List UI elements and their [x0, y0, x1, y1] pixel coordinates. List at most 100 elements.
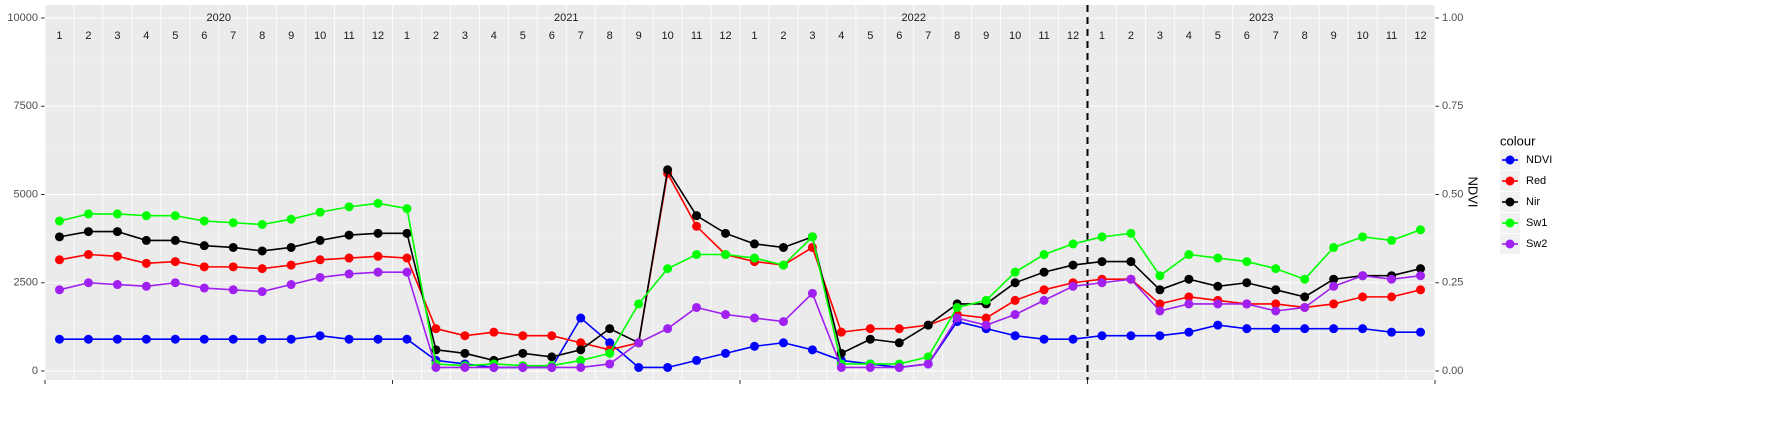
data-point [402, 334, 412, 344]
data-point [257, 246, 267, 256]
data-point [547, 352, 557, 362]
data-point [1010, 267, 1020, 277]
data-point [431, 324, 441, 334]
data-point [605, 348, 615, 358]
data-point [1184, 299, 1194, 309]
data-point [836, 327, 846, 337]
data-point [1126, 228, 1136, 238]
data-point [402, 228, 412, 238]
data-point [576, 313, 586, 323]
y-tick-label: 0 [32, 365, 38, 377]
data-point [141, 334, 151, 344]
legend-marker [1505, 176, 1515, 186]
month-label: 10 [661, 30, 673, 42]
month-label: 4 [491, 30, 497, 42]
data-point [1300, 302, 1310, 312]
legend-label: Nir [1526, 196, 1540, 208]
data-point [605, 359, 615, 369]
data-point [373, 334, 383, 344]
legend-marker [1505, 239, 1515, 249]
data-point [1271, 285, 1281, 295]
data-point [286, 242, 296, 252]
year-label: 2023 [1249, 12, 1273, 24]
data-point [1097, 278, 1107, 288]
data-point [54, 255, 64, 265]
data-point [373, 267, 383, 277]
data-point [1097, 232, 1107, 242]
data-point [1010, 331, 1020, 341]
data-point [518, 331, 528, 341]
month-label: 10 [1009, 30, 1021, 42]
month-label: 1 [404, 30, 410, 42]
data-point [807, 288, 817, 298]
data-point [1358, 271, 1368, 281]
month-label: 12 [1414, 30, 1426, 42]
series [54, 198, 1426, 371]
data-point [1155, 331, 1165, 341]
data-point [894, 324, 904, 334]
month-label: 1 [56, 30, 62, 42]
month-label: 4 [143, 30, 149, 42]
data-point [865, 324, 875, 334]
month-label: 11 [691, 30, 702, 42]
y-tick-label: 5000 [14, 188, 38, 200]
data-point [170, 257, 180, 267]
data-point [692, 250, 702, 260]
data-point [460, 362, 470, 372]
data-point [112, 227, 122, 237]
data-point [1039, 295, 1049, 305]
data-point [605, 324, 615, 334]
data-point [1213, 320, 1223, 330]
data-point [1097, 257, 1107, 267]
data-point [228, 262, 238, 272]
data-point [1068, 239, 1078, 249]
data-point [1184, 250, 1194, 260]
data-point [489, 362, 499, 372]
data-point [83, 227, 93, 237]
data-point [923, 320, 933, 330]
month-label: 3 [462, 30, 468, 42]
data-point [141, 281, 151, 291]
month-label: 4 [1186, 30, 1192, 42]
data-point [1416, 264, 1426, 274]
y-tick-label: 10000 [7, 12, 38, 24]
data-point [1068, 334, 1078, 344]
data-point [228, 285, 238, 295]
data-point [286, 260, 296, 270]
year-label: 2021 [554, 12, 578, 24]
month-label: 6 [549, 30, 555, 42]
data-point [1010, 295, 1020, 305]
data-point [1416, 271, 1426, 281]
data-point [576, 338, 586, 348]
data-point [54, 334, 64, 344]
data-point [199, 283, 209, 293]
data-point [1300, 324, 1310, 334]
month-label: 6 [201, 30, 207, 42]
month-label: 10 [1356, 30, 1368, 42]
data-point [1242, 299, 1252, 309]
series-line [59, 271, 1421, 369]
legend-marker [1505, 197, 1515, 207]
data-point [1329, 299, 1339, 309]
data-point [692, 302, 702, 312]
month-label: 3 [809, 30, 815, 42]
data-point [1126, 331, 1136, 341]
series-line [59, 170, 1421, 351]
data-point [865, 362, 875, 372]
data-point [1329, 281, 1339, 291]
data-point [1271, 264, 1281, 274]
data-point [1416, 327, 1426, 337]
data-point [518, 362, 528, 372]
data-point [1329, 274, 1339, 284]
data-point [373, 251, 383, 261]
data-point [402, 253, 412, 263]
y2-tick-label: 0.75 [1442, 100, 1463, 112]
data-point [1155, 285, 1165, 295]
data-point [981, 295, 991, 305]
month-label: 11 [1038, 30, 1049, 42]
month-label: 5 [867, 30, 873, 42]
data-point [112, 209, 122, 219]
data-point [1097, 331, 1107, 341]
data-point [1039, 250, 1049, 260]
month-label: 3 [114, 30, 120, 42]
